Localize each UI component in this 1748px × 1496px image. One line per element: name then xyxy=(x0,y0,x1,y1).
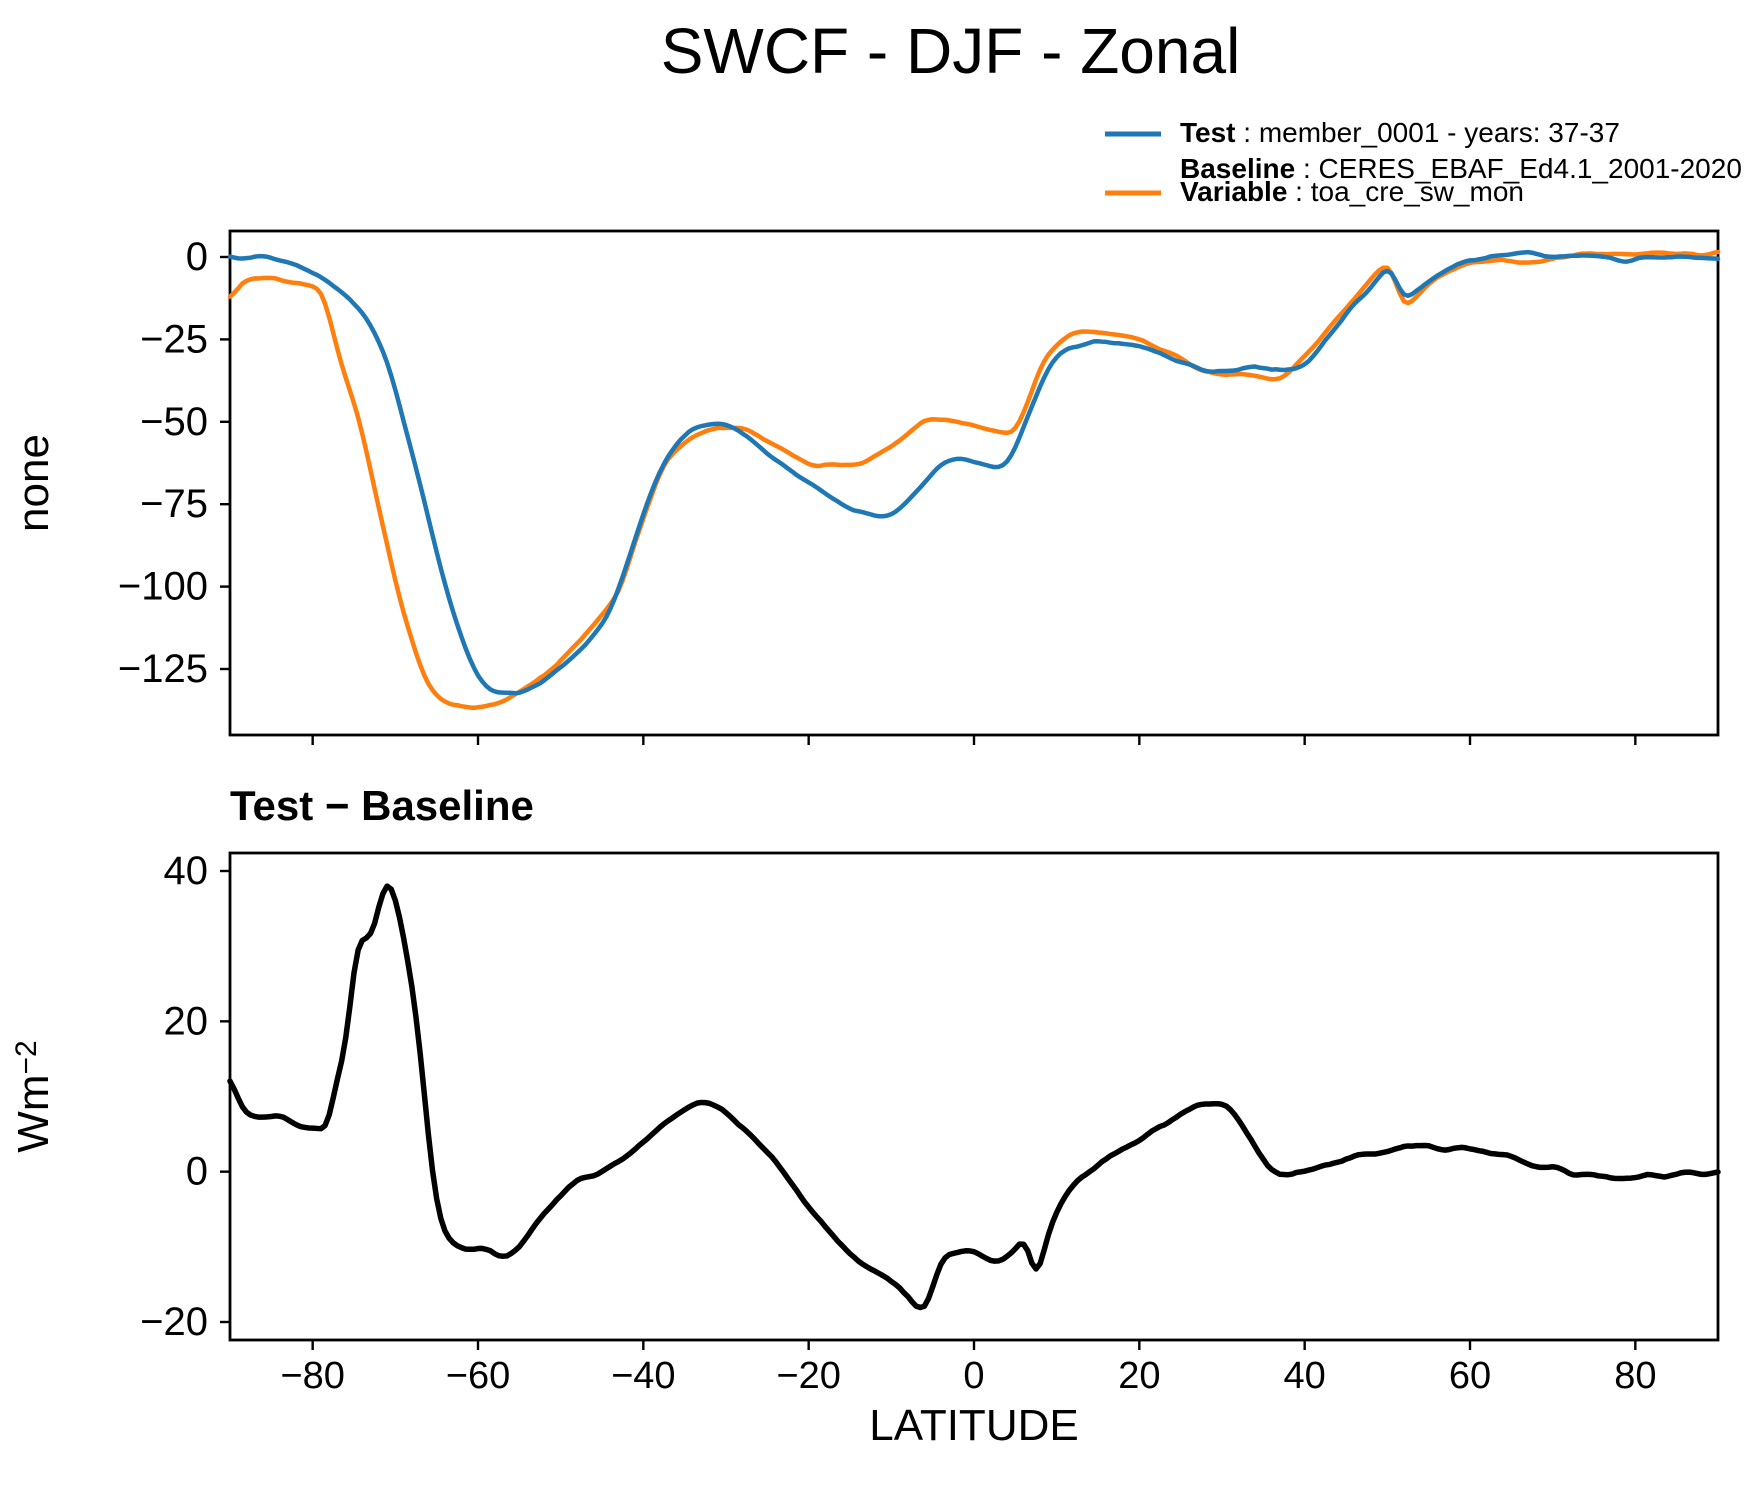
svg-text:Test : member_0001 - years: 37: Test : member_0001 - years: 37-37 xyxy=(1180,117,1620,148)
svg-text:−20: −20 xyxy=(140,1300,208,1344)
svg-text:−75: −75 xyxy=(140,482,208,526)
svg-text:−25: −25 xyxy=(140,317,208,361)
svg-text:−40: −40 xyxy=(611,1355,675,1397)
svg-text:−100: −100 xyxy=(118,565,208,609)
svg-text:0: 0 xyxy=(963,1355,984,1397)
svg-text:40: 40 xyxy=(1284,1355,1326,1397)
svg-text:none: none xyxy=(9,434,58,532)
svg-text:LATITUDE: LATITUDE xyxy=(869,1401,1078,1450)
svg-text:0: 0 xyxy=(186,235,208,279)
svg-text:SWCF - DJF - Zonal: SWCF - DJF - Zonal xyxy=(661,15,1241,87)
svg-text:40: 40 xyxy=(164,849,209,893)
svg-text:−125: −125 xyxy=(118,647,208,691)
svg-text:Variable : toa_cre_sw_mon: Variable : toa_cre_sw_mon xyxy=(1180,176,1524,207)
svg-text:Test − Baseline: Test − Baseline xyxy=(230,782,534,829)
svg-text:−50: −50 xyxy=(140,400,208,444)
svg-text:60: 60 xyxy=(1449,1355,1491,1397)
svg-text:80: 80 xyxy=(1614,1355,1656,1397)
svg-text:20: 20 xyxy=(164,999,209,1043)
svg-text:20: 20 xyxy=(1118,1355,1160,1397)
svg-text:−80: −80 xyxy=(280,1355,344,1397)
svg-text:0: 0 xyxy=(186,1150,208,1194)
svg-text:−60: −60 xyxy=(446,1355,510,1397)
svg-text:−20: −20 xyxy=(776,1355,840,1397)
